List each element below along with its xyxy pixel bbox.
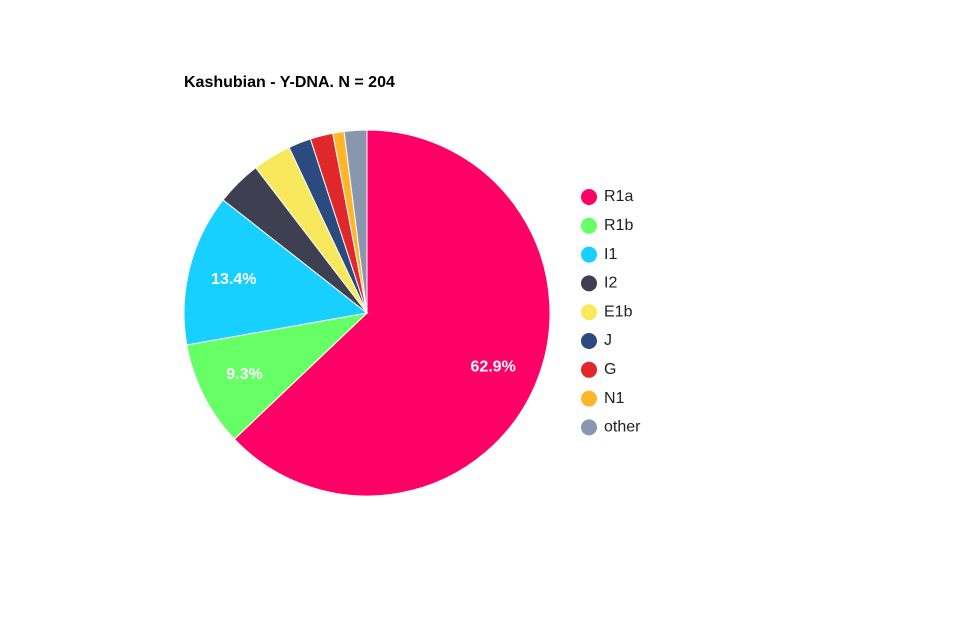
pie-slice [343, 129, 368, 314]
pie-slice [233, 129, 551, 497]
legend-label[interactable]: J [604, 332, 612, 349]
data-label: 13.4% [211, 271, 256, 288]
legend-marker[interactable] [581, 361, 597, 378]
legend-label[interactable]: E1b [604, 303, 633, 320]
legend-marker[interactable] [581, 333, 597, 349]
legend-marker[interactable] [581, 217, 597, 234]
legend-marker[interactable] [581, 390, 597, 407]
legend-label[interactable]: I1 [604, 246, 617, 263]
legend-label[interactable]: R1b [604, 217, 633, 234]
legend-label[interactable]: R1a [604, 188, 633, 205]
pie-slice [186, 312, 369, 440]
legend-marker[interactable] [581, 419, 597, 436]
data-label: 9.3% [226, 366, 262, 383]
legend-marker[interactable] [581, 246, 597, 263]
pie-slice [183, 199, 369, 346]
legend-marker[interactable] [581, 304, 597, 321]
legend-label[interactable]: G [604, 361, 616, 378]
chart-title: Kashubian - Y-DNA. N = 204 [184, 74, 395, 91]
legend-marker[interactable] [581, 275, 597, 292]
legend-label[interactable]: N1 [604, 390, 625, 407]
legend-label[interactable]: I2 [604, 275, 617, 292]
legend-label[interactable]: other [604, 419, 641, 436]
data-label: 62.9% [470, 358, 515, 375]
legend-marker[interactable] [581, 189, 597, 205]
